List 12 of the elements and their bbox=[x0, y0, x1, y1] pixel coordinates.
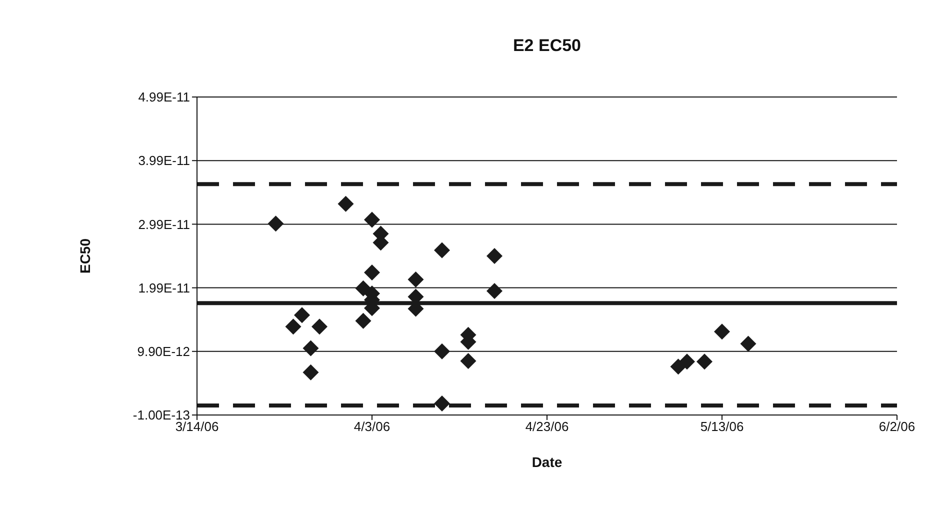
x-tick-label: 4/3/06 bbox=[354, 419, 390, 434]
x-axis-title: Date bbox=[532, 454, 562, 470]
y-tick-label: 9.90E-12 bbox=[137, 344, 190, 360]
y-tick-label: 3.99E-11 bbox=[138, 153, 190, 168]
x-tick-label: 5/13/06 bbox=[700, 419, 744, 434]
x-tick-label: 4/23/06 bbox=[525, 419, 569, 434]
chart-title: E2 EC50 bbox=[512, 36, 582, 56]
y-tick-label: 2.99E-11 bbox=[138, 216, 190, 232]
y-tick-label: 1.99E-11 bbox=[138, 280, 190, 296]
y-axis-title: EC50 bbox=[76, 238, 93, 274]
y-tick-label: 4.99E-11 bbox=[138, 90, 190, 105]
x-tick-label: 6/2/06 bbox=[878, 419, 916, 434]
